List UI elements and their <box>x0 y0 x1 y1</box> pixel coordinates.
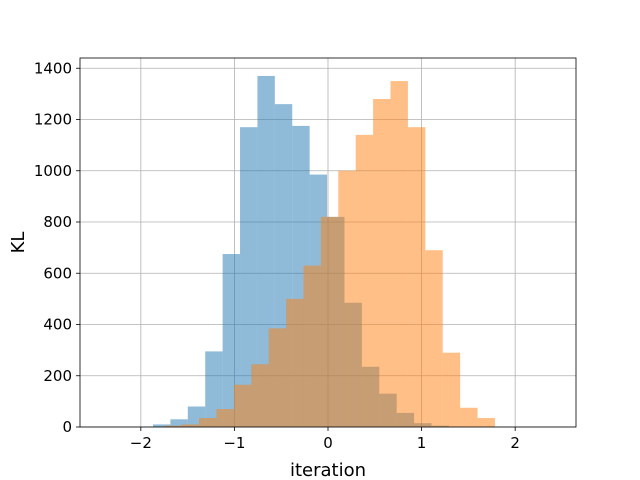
histogram-series-1 <box>164 81 495 427</box>
y-axis-label: KL <box>8 232 29 254</box>
histogram-bar <box>407 127 426 427</box>
y-tick-label: 1000 <box>34 162 72 180</box>
y-tick-label: 200 <box>43 367 72 385</box>
x-axis-label: iteration <box>290 460 366 480</box>
histogram-bar <box>477 418 495 427</box>
histogram-bar <box>222 254 241 427</box>
y-tick-label: 400 <box>43 316 72 334</box>
histogram-bar <box>320 216 339 427</box>
bars <box>152 75 495 427</box>
y-tick-label: 1200 <box>34 111 72 129</box>
x-tick-label: 0 <box>323 434 333 452</box>
x-tick-label: 2 <box>510 434 520 452</box>
histogram-bar <box>338 170 356 427</box>
histogram-bar <box>390 81 408 427</box>
y-tick-label: 0 <box>62 418 72 436</box>
x-tick-label: 1 <box>417 434 427 452</box>
histogram-bar <box>152 424 171 427</box>
x-tick-label: −2 <box>130 434 152 452</box>
y-tick-label: 1400 <box>34 59 72 77</box>
histogram-bar <box>251 364 269 427</box>
histogram-bar <box>205 351 223 427</box>
y-axis-ticks: 0 200 400 600 800 1000 1200 1400 <box>34 59 80 436</box>
histogram-bar <box>164 425 182 427</box>
y-tick-label: 800 <box>43 213 72 231</box>
histogram-bar <box>233 384 252 427</box>
histogram-bar <box>442 352 461 427</box>
histogram-bar <box>286 298 304 427</box>
histogram-bar <box>240 127 258 427</box>
histogram-bar <box>373 99 391 427</box>
histogram-bar <box>216 409 234 427</box>
histogram-bar <box>303 265 321 427</box>
histogram-bar <box>355 134 374 427</box>
histogram-bar <box>268 328 287 427</box>
histogram-bar <box>425 250 443 427</box>
histogram-bar <box>170 419 188 427</box>
histogram-bar <box>199 418 217 427</box>
histogram-bar <box>181 424 200 427</box>
x-tick-label: −1 <box>223 434 245 452</box>
y-tick-label: 600 <box>43 264 72 282</box>
x-axis-ticks: −2 −1 0 1 2 <box>130 427 520 452</box>
histogram-bar <box>460 407 478 427</box>
